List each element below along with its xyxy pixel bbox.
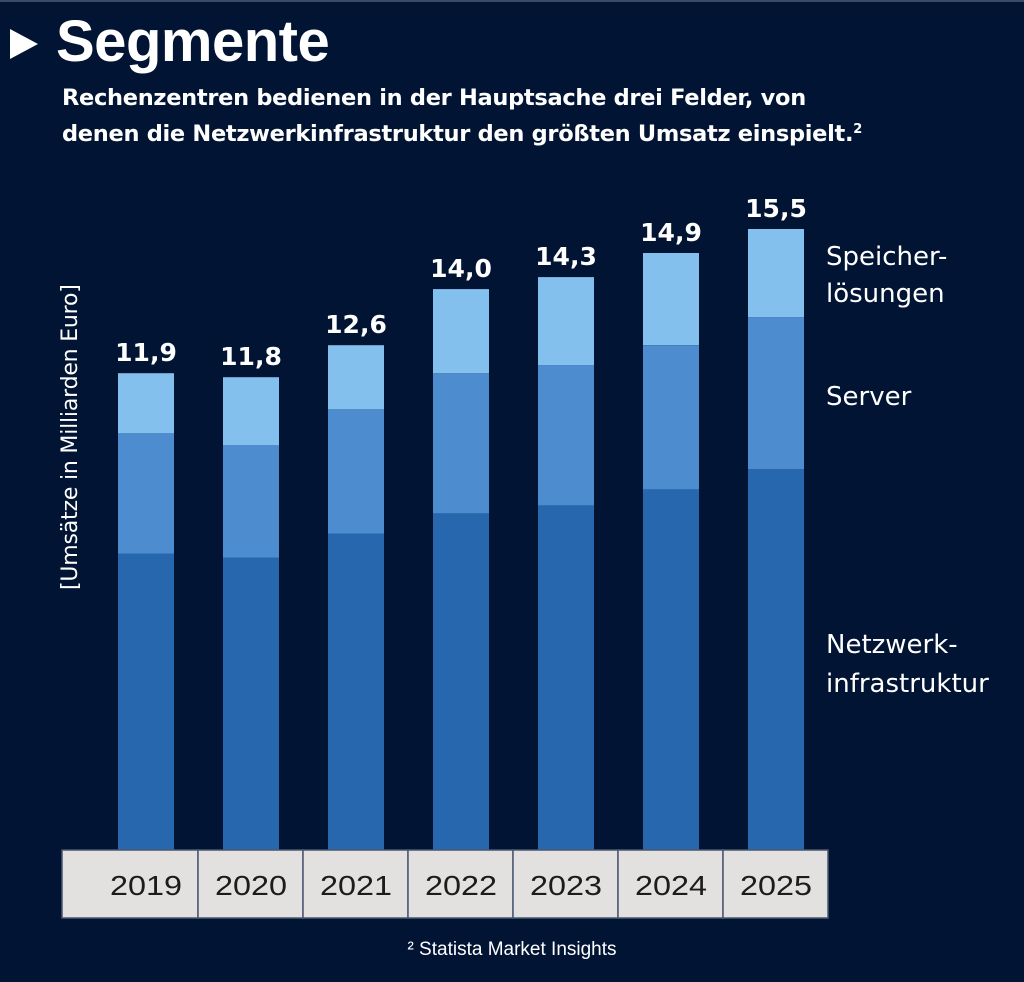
bar-group-2025: 15,5 xyxy=(745,194,807,850)
bar-segment-server-2020 xyxy=(223,445,279,558)
top-border xyxy=(0,0,1024,2)
bar-segment-netzwerk-2023 xyxy=(538,505,594,850)
x-tick-label-2021: 2021 xyxy=(320,870,392,901)
chart-title: Segmente xyxy=(56,9,330,74)
total-label-2023: 14,3 xyxy=(535,242,597,271)
bar-segment-speicher-2021 xyxy=(328,345,384,410)
total-label-2021: 12,6 xyxy=(325,310,387,339)
x-tick-box-2025 xyxy=(722,849,829,919)
total-label-2024: 14,9 xyxy=(640,218,702,247)
chart-subtitle: Rechenzentren bedienen in der Hauptsache… xyxy=(62,80,1012,152)
series-label-netzwerk-line2: infrastruktur xyxy=(826,669,989,699)
x-tick-box-2022 xyxy=(407,849,514,919)
x-tick-label-2019: 2019 xyxy=(110,870,182,901)
bar-segment-speicher-2025 xyxy=(748,229,804,318)
bar-segment-netzwerk-2019 xyxy=(118,553,174,850)
bar-segment-server-2022 xyxy=(433,373,489,514)
x-tick-box-2021 xyxy=(302,849,409,919)
total-label-2025: 15,5 xyxy=(745,194,807,223)
bar-group-2020: 11,8 xyxy=(220,342,282,850)
subtitle-line-2: denen die Netzwerkinfrastruktur den größ… xyxy=(62,116,1012,152)
x-tick-box-2019 xyxy=(61,849,199,919)
series-label-netzwerk-line1: Netzwerk- xyxy=(826,630,958,660)
bar-segment-speicher-2022 xyxy=(433,289,489,374)
series-label-speicher-line1: Speicher- xyxy=(826,242,947,272)
triangle-bullet-icon xyxy=(10,29,38,59)
bar-segment-server-2019 xyxy=(118,433,174,554)
bar-segment-speicher-2024 xyxy=(643,253,699,346)
bar-group-2021: 12,6 xyxy=(325,310,387,850)
bar-group-2022: 14,0 xyxy=(430,254,492,850)
source-footnote: ² Statista Market Insights xyxy=(407,939,617,960)
title-row: Segmente xyxy=(10,9,330,74)
bar-group-2019: 11,9 xyxy=(115,338,177,850)
bar-segment-speicher-2020 xyxy=(223,377,279,446)
total-label-2022: 14,0 xyxy=(430,254,492,283)
total-label-2019: 11,9 xyxy=(115,338,177,367)
series-label-server-line1: Server xyxy=(826,382,912,412)
series-label-speicher-line2: lösungen xyxy=(826,279,945,309)
bar-group-2024: 14,9 xyxy=(640,218,702,850)
total-label-2020: 11,8 xyxy=(220,342,282,371)
bar-segment-server-2025 xyxy=(748,317,804,470)
x-tick-label-2020: 2020 xyxy=(215,870,287,901)
bar-segment-server-2021 xyxy=(328,409,384,534)
footnote-mark: 2 xyxy=(853,122,863,137)
bar-segment-netzwerk-2022 xyxy=(433,513,489,850)
bar-segment-netzwerk-2021 xyxy=(328,533,384,850)
bar-segment-speicher-2023 xyxy=(538,277,594,366)
x-tick-label-2025: 2025 xyxy=(740,870,812,901)
subtitle-line-2-text: denen die Netzwerkinfrastruktur den größ… xyxy=(62,121,854,147)
x-tick-label-2024: 2024 xyxy=(635,870,707,901)
bar-segment-server-2023 xyxy=(538,365,594,506)
bar-segment-netzwerk-2024 xyxy=(643,489,699,850)
subtitle-line-1: Rechenzentren bedienen in der Hauptsache… xyxy=(62,85,806,111)
x-tick-box-2020 xyxy=(197,849,304,919)
bar-segment-speicher-2019 xyxy=(118,373,174,434)
bar-segment-netzwerk-2020 xyxy=(223,557,279,850)
x-tick-label-2022: 2022 xyxy=(425,870,497,901)
x-tick-label-2023: 2023 xyxy=(530,870,602,901)
bar-segment-server-2024 xyxy=(643,345,699,490)
bar-segment-netzwerk-2025 xyxy=(748,469,804,850)
bar-group-2023: 14,3 xyxy=(535,242,597,850)
